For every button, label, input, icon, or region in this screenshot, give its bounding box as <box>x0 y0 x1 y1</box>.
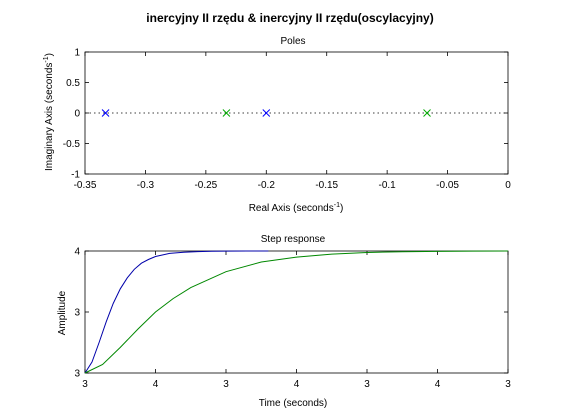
step-xtick-label: 3 <box>364 379 370 390</box>
poles-ylabel: Imaginary Axis (seconds-1) <box>43 53 55 171</box>
poles-xtick-label: -0.15 <box>315 180 338 191</box>
poles-xtick-label: 0 <box>505 180 511 191</box>
poles-ytick-label: 1 <box>74 48 80 59</box>
step-axes-box <box>84 250 509 374</box>
poles-xtick-label: -0.3 <box>137 180 155 191</box>
step-xtick-label: 4 <box>153 379 159 390</box>
step-ylabel: Amplitude <box>57 290 68 335</box>
step-xtick-label: 4 <box>435 379 441 390</box>
poles-xtick-label: -0.1 <box>379 180 397 191</box>
pole-marker <box>101 109 110 117</box>
step-ytick-label: 3 <box>74 369 80 380</box>
poles-ytick-label: -0.5 <box>63 139 81 150</box>
poles-xlabel: Real Axis (seconds-1) <box>249 202 344 214</box>
step-ytick-label: 4 <box>74 247 80 258</box>
poles-ytick-label: 0.5 <box>66 78 80 89</box>
poles-plot: Poles -0.35 -0.3 -0.25 -0.2 -0.15 -0.1 -0.05 0 -… <box>43 36 511 214</box>
figure-title: inercyjny II rzędu & inercyjny II rzędu(… <box>146 11 433 25</box>
step-series-line <box>84 250 509 374</box>
step-xtick-label: 3 <box>505 379 511 390</box>
step-title: Step response <box>261 234 326 245</box>
step-xtick-label: 3 <box>223 379 229 390</box>
poles-ytick-label: -1 <box>71 170 80 181</box>
step-series-line <box>84 250 269 374</box>
poles-xtick-label: -0.05 <box>436 180 459 191</box>
poles-xtick-label: -0.35 <box>74 180 97 191</box>
step-ytick-label: 3 <box>74 308 80 319</box>
step-xlabel: Time (seconds) <box>259 398 328 409</box>
pole-marker <box>423 109 431 117</box>
step-xtick-label: 3 <box>82 379 88 390</box>
poles-xtick-label: -0.2 <box>258 180 276 191</box>
poles-ytick-label: 0 <box>74 109 80 120</box>
poles-xtick-label: -0.25 <box>194 180 217 191</box>
pole-marker <box>222 109 231 117</box>
step-xtick-label: 4 <box>294 379 300 390</box>
pole-marker <box>262 109 271 117</box>
poles-title: Poles <box>280 36 305 47</box>
